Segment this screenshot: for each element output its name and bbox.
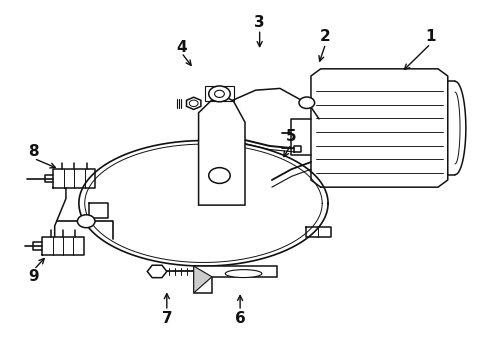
Text: 1: 1 <box>425 29 436 44</box>
Polygon shape <box>194 266 277 293</box>
Circle shape <box>189 100 198 107</box>
Text: 8: 8 <box>28 144 39 159</box>
Text: 7: 7 <box>162 311 172 325</box>
Text: 2: 2 <box>320 29 331 44</box>
Polygon shape <box>198 96 245 205</box>
Circle shape <box>215 90 224 98</box>
Circle shape <box>209 86 230 102</box>
Ellipse shape <box>225 270 262 278</box>
Text: 4: 4 <box>176 40 187 55</box>
Text: 5: 5 <box>286 130 297 144</box>
Text: 3: 3 <box>254 15 265 30</box>
Circle shape <box>77 215 95 228</box>
Text: 9: 9 <box>28 269 39 284</box>
Polygon shape <box>187 97 201 109</box>
Polygon shape <box>194 266 212 293</box>
Circle shape <box>209 168 230 183</box>
Circle shape <box>299 97 315 108</box>
Text: 6: 6 <box>235 311 245 325</box>
Bar <box>205 86 234 102</box>
Polygon shape <box>147 265 167 278</box>
